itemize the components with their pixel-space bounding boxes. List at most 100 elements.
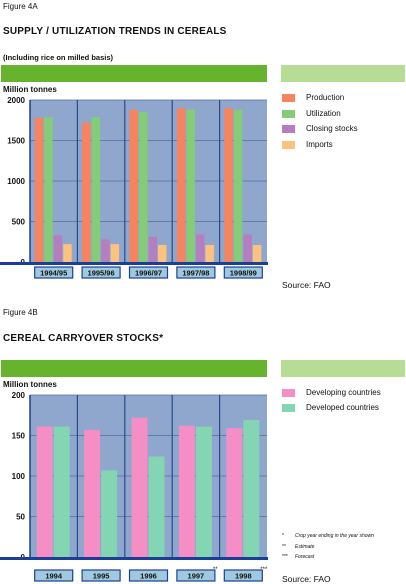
figure-4b-bar bbox=[243, 420, 260, 557]
figure-4a-y-axis-label: Million tonnes bbox=[3, 85, 57, 94]
figure-4a-chart: 05001000150020001994/951995/961996/97199… bbox=[0, 96, 268, 279]
figure-4a-category-label: 1996/97 bbox=[135, 269, 162, 278]
figure-4a-header-band bbox=[1, 65, 267, 82]
figure-4b-category-label: 1996 bbox=[140, 572, 157, 581]
figure-4a-legend-item: Production bbox=[282, 93, 406, 103]
figure-4b-category-label: 1995 bbox=[93, 572, 110, 581]
figure-4b-legend: Developing countries Developed countries bbox=[282, 388, 406, 418]
footnote-3: *** Forecast bbox=[282, 554, 315, 560]
figure-4a-category-label: 1995/96 bbox=[88, 269, 115, 278]
footnote-1: * Crop year ending in the year shown bbox=[282, 533, 374, 539]
figure-4a-category-box bbox=[176, 266, 216, 279]
figure-4b-legend-swatch bbox=[282, 389, 295, 397]
figure-4a-y-tick-label: 1500 bbox=[7, 137, 25, 146]
figure-4b-bar bbox=[226, 428, 243, 557]
figure-4b-y-tick-label: 200 bbox=[12, 391, 26, 400]
figure-4a-legend-item: Imports bbox=[282, 140, 406, 150]
figure-4b-chart: 0501001502001994199519961997**1998*** bbox=[0, 391, 268, 582]
figure-4a-bar bbox=[139, 112, 148, 263]
figure-4a-bar bbox=[176, 108, 186, 262]
figure-4b-category-box bbox=[81, 569, 121, 582]
figure-4a-bar bbox=[53, 235, 63, 262]
figure-4b-legend-item: Developed countries bbox=[282, 403, 406, 413]
figure-4a-bar bbox=[82, 122, 91, 263]
figure-4a-bar bbox=[243, 234, 252, 262]
figure-4a-subtitle: (Including rice on milled basis) bbox=[3, 53, 114, 62]
figure-4a-bar bbox=[110, 244, 120, 262]
figure-4a-legend-swatch bbox=[282, 125, 295, 133]
figure-4b-category-footnote-mark: *** bbox=[260, 567, 268, 573]
figure-4b-bar bbox=[101, 470, 118, 557]
figure-4a-legend-band bbox=[281, 65, 405, 82]
figure-4b-source: Source: FAO bbox=[282, 574, 331, 584]
figure-4a-label: Figure 4A bbox=[3, 2, 38, 11]
figure-4a-bar bbox=[63, 244, 72, 262]
figure-4b-y-tick-label: 50 bbox=[16, 513, 25, 522]
figure-4a-bar bbox=[233, 109, 243, 262]
figure-4a-category-label: 1997/98 bbox=[182, 269, 209, 278]
figure-4a-category-label: 1994/95 bbox=[40, 269, 67, 278]
figure-4a-bar bbox=[101, 239, 110, 262]
figure-4a-bar bbox=[158, 244, 167, 262]
figure-4b-category-box bbox=[34, 569, 74, 582]
figure-4b-y-tick-label: 100 bbox=[12, 472, 26, 481]
figure-4a-bar bbox=[34, 117, 44, 262]
figure-4b-label: Figure 4B bbox=[3, 308, 38, 317]
figure-4a-bar bbox=[186, 109, 195, 262]
figure-4b-y-tick-label: 150 bbox=[12, 432, 26, 441]
figure-4a-legend-swatch bbox=[282, 109, 295, 118]
figure-4a-bar bbox=[148, 236, 157, 262]
figure-4a-bar bbox=[44, 117, 53, 262]
figure-4b-header-band bbox=[1, 360, 267, 377]
figure-4b-category-label: 1997 bbox=[188, 572, 205, 581]
figure-4a-legend-swatch bbox=[282, 94, 295, 102]
figure-4b-legend-item: Developing countries bbox=[282, 388, 406, 398]
figure-4b-title: CEREAL CARRYOVER STOCKS* bbox=[3, 333, 164, 344]
figure-4a-legend-label: Closing stocks bbox=[306, 124, 358, 133]
figure-4a-bar bbox=[91, 117, 101, 262]
figure-4b-legend-band bbox=[281, 360, 405, 377]
figure-4a-title: SUPPLY / UTILIZATION TRENDS IN CEREALS bbox=[3, 26, 227, 37]
figure-4a-bar bbox=[252, 244, 262, 262]
figure-4b-legend-label: Developed countries bbox=[306, 403, 379, 412]
figure-4b-x-axis-base bbox=[0, 557, 268, 560]
figure-4b-category-label: 1994 bbox=[45, 572, 63, 581]
figure-4a-category-label: 1998/99 bbox=[230, 269, 257, 278]
figure-4a-bar bbox=[224, 108, 233, 262]
figure-4a-legend-item: Utilization bbox=[282, 109, 406, 119]
figure-4a-bar bbox=[205, 244, 214, 262]
figure-4a-category-box bbox=[128, 266, 169, 279]
figure-4b-category-box bbox=[128, 569, 169, 582]
figure-4a-legend-label: Utilization bbox=[306, 108, 341, 118]
figure-4a-legend-label: Imports bbox=[306, 139, 333, 149]
figure-4a-bar bbox=[129, 109, 138, 262]
figure-4a-category-box bbox=[81, 266, 121, 279]
figure-4b-bar bbox=[36, 426, 53, 557]
figure-4b-bar bbox=[178, 425, 195, 557]
figure-4b-category-footnote-mark: ** bbox=[213, 567, 218, 573]
figure-4b-legend-swatch bbox=[282, 404, 295, 412]
figure-4a-legend-label: Production bbox=[306, 93, 345, 102]
figure-4a-y-tick-label: 500 bbox=[12, 218, 26, 227]
figure-4a-legend: Production Utilization Closing stocks Impor… bbox=[282, 93, 406, 153]
figure-4b-category-box bbox=[223, 569, 263, 582]
figure-4a-y-tick-label: 2000 bbox=[7, 96, 25, 105]
figure-4b-bar bbox=[84, 429, 101, 557]
figure-4b-y-axis-label: Million tonnes bbox=[3, 380, 57, 389]
figure-4a-y-tick-label: 1000 bbox=[7, 177, 25, 186]
figure-4b-bar bbox=[148, 456, 165, 557]
figure-4a-source: Source: FAO bbox=[282, 280, 331, 290]
figure-4b-bar bbox=[131, 417, 148, 557]
figure-4b-category-box bbox=[176, 569, 216, 582]
figure-4a-category-box bbox=[34, 266, 74, 279]
figure-4b-legend-label: Developing countries bbox=[306, 388, 381, 397]
footnote-2: ** Estimate bbox=[282, 544, 315, 550]
figure-4a-legend-swatch bbox=[282, 140, 295, 149]
figure-4a-bar bbox=[195, 234, 205, 262]
figure-4b-bar bbox=[53, 426, 70, 557]
figure-4a-legend-item: Closing stocks bbox=[282, 124, 406, 134]
figure-4a-category-box bbox=[223, 266, 263, 279]
figure-4b-category-label: 1998 bbox=[235, 572, 252, 581]
figure-4b-bar bbox=[195, 426, 212, 557]
figure-4a-x-axis-base bbox=[0, 262, 268, 265]
